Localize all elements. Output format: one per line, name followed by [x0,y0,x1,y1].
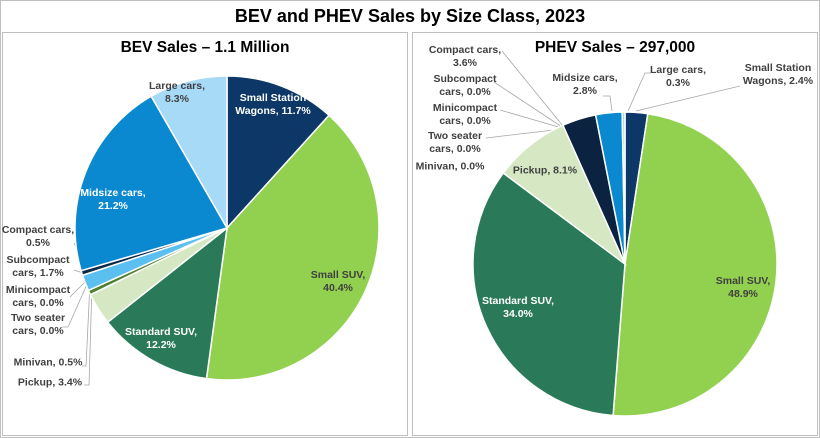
label-phev-minivan: Minivan, 0.0% [415,160,485,173]
leader-line [493,81,563,128]
label-bev-compact-cars: Compact cars, 0.5% [1,224,75,249]
label-phev-minicompact-cars: Minicompact cars, 0.0% [432,102,498,127]
label-phev-large-cars: Large cars, 0.3% [649,64,707,89]
slice-bev-midsize-cars [74,95,229,272]
label-phev-small-station-wagons: Small Station Wagons, 2.4% [742,62,814,87]
phev-chart-title: PHEV Sales – 297,000 [534,39,696,56]
label-bev-pickup: Pickup, 3.4% [17,376,83,389]
label-phev-two-seater-cars: Two seater cars, 0.0% [427,130,483,155]
leader-line [603,95,613,112]
label-phev-midsize-cars: Midsize cars, 2.8% [552,72,618,97]
slice-bev-small-station-wagons [226,75,331,230]
leader-line [485,128,563,139]
label-bev-small-suv: Small SUV, 40.4% [310,269,366,294]
slice-bev-small-suv [205,114,380,381]
slice-bev-standard-suv [106,226,228,380]
leader-line [62,279,90,328]
label-bev-standard-suv: Standard SUV, 12.2% [125,326,197,351]
label-phev-standard-suv: Standard SUV, 34.0% [482,295,554,320]
label-bev-minicompact-cars: Minicompact cars, 0.0% [5,284,71,309]
label-phev-pickup: Pickup, 8.1% [512,164,578,177]
slice-phev-small-suv [612,112,778,417]
leader-line [635,85,741,112]
slice-bev-large-cars [150,75,228,231]
label-bev-minivan: Minivan, 0.5% [13,356,83,369]
leader-line [501,50,564,127]
label-bev-large-cars: Large cars, 8.3% [148,80,206,105]
label-phev-compact-cars: Compact cars, 3.6% [428,44,502,69]
label-bev-small-station-wagons: Small Station Wagons, 11.7% [235,92,311,117]
slice-phev-large-cars [621,111,626,265]
main-title: BEV and PHEV Sales by Size Class, 2023 [234,6,586,26]
phev-panel: PHEV Sales – 297,000 [412,32,818,436]
slice-phev-standard-suv [472,171,626,417]
label-phev-small-suv: Small SUV, 48.9% [715,275,771,300]
leader-line [84,284,93,386]
label-phev-subcompact-cars: Subcompact cars, 0.0% [433,73,497,98]
label-bev-subcompact-cars: Subcompact cars, 1.7% [6,254,70,279]
label-bev-midsize-cars: Midsize cars, 21.2% [80,187,146,212]
bev-chart-title: BEV Sales – 1.1 Million [120,39,290,56]
bev-panel: BEV Sales – 1.1 Million [2,32,408,436]
leader-line [82,282,91,367]
leader-line [499,109,563,129]
label-bev-two-seater-cars: Two seater cars, 0.0% [10,312,66,337]
leader-line [627,72,651,112]
